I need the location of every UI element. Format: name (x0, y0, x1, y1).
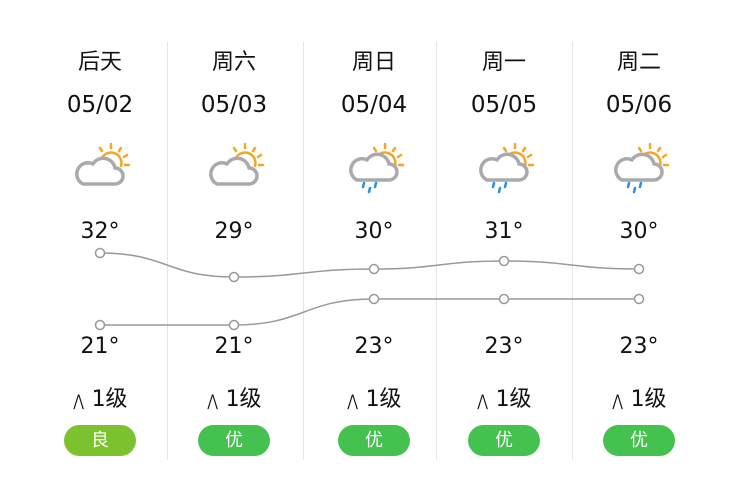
wind-direction-icon: ⋀ (612, 391, 624, 410)
high-temp-point (368, 263, 380, 275)
wind-level: ⋀ 1级 (35, 381, 165, 413)
wind-direction-icon: ⋀ (207, 391, 219, 410)
low-temp: 23° (484, 334, 524, 359)
high-temp: 31° (484, 219, 524, 244)
wind-level: ⋀ 1级 (439, 381, 569, 413)
forecast-day-4: 周二 05/06 30° 23° ⋀ 1级 优 (574, 0, 704, 500)
low-temp-point (368, 293, 380, 305)
low-temp: 21° (214, 334, 254, 359)
low-temp: 23° (619, 334, 659, 359)
aqi-badge: 优 (198, 425, 270, 456)
sun-shower-icon (477, 140, 537, 194)
high-temp-point (633, 263, 645, 275)
day-label: 周二 (616, 50, 661, 75)
wind-text: 1级 (630, 387, 667, 412)
high-temp-point (228, 271, 240, 283)
low-temp-point (633, 293, 645, 305)
wind-direction-icon: ⋀ (477, 391, 489, 410)
high-temp: 29° (214, 219, 254, 244)
partly-cloudy-icon (73, 140, 133, 192)
aqi-badge: 优 (338, 425, 410, 456)
aqi-badge: 良 (64, 425, 136, 456)
wind-text: 1级 (365, 387, 402, 412)
low-temp: 23° (354, 334, 394, 359)
date-label: 05/04 (340, 92, 408, 118)
wind-level: ⋀ 1级 (574, 381, 704, 413)
date-label: 05/05 (470, 92, 538, 118)
wind-level: ⋀ 1级 (169, 381, 299, 413)
wind-text: 1级 (495, 387, 532, 412)
column-divider (167, 42, 168, 460)
low-temp-point (94, 319, 106, 331)
low-temp-point (228, 319, 240, 331)
aqi-badge: 优 (468, 425, 540, 456)
column-divider (303, 42, 304, 460)
date-label: 05/06 (605, 92, 673, 118)
day-label: 周六 (211, 50, 256, 75)
wind-level: ⋀ 1级 (309, 381, 439, 413)
date-label: 05/03 (200, 92, 268, 118)
date-label: 05/02 (66, 92, 134, 118)
column-divider (436, 42, 437, 460)
forecast-day-0: 后天 05/02 32° 21° ⋀ 1级 良 (35, 0, 165, 500)
forecast-day-2: 周日 05/04 30° 23° ⋀ 1级 优 (309, 0, 439, 500)
wind-direction-icon: ⋀ (73, 391, 85, 410)
forecast-day-1: 周六 05/03 29° 21° ⋀ 1级 优 (169, 0, 299, 500)
high-temp: 30° (354, 219, 394, 244)
day-label: 后天 (77, 50, 122, 75)
high-temp: 30° (619, 219, 659, 244)
column-divider (572, 42, 573, 460)
high-temp-point (498, 255, 510, 267)
wind-text: 1级 (225, 387, 262, 412)
sun-shower-icon (612, 140, 672, 194)
low-temp-point (498, 293, 510, 305)
wind-direction-icon: ⋀ (347, 391, 359, 410)
day-label: 周一 (481, 50, 526, 75)
low-temp: 21° (80, 334, 120, 359)
high-temp: 32° (80, 219, 120, 244)
aqi-badge: 优 (603, 425, 675, 456)
partly-cloudy-icon (207, 140, 267, 192)
forecast-day-3: 周一 05/05 31° 23° ⋀ 1级 优 (439, 0, 569, 500)
day-label: 周日 (351, 50, 396, 75)
high-temp-point (94, 247, 106, 259)
wind-text: 1级 (91, 387, 128, 412)
sun-shower-icon (347, 140, 407, 194)
